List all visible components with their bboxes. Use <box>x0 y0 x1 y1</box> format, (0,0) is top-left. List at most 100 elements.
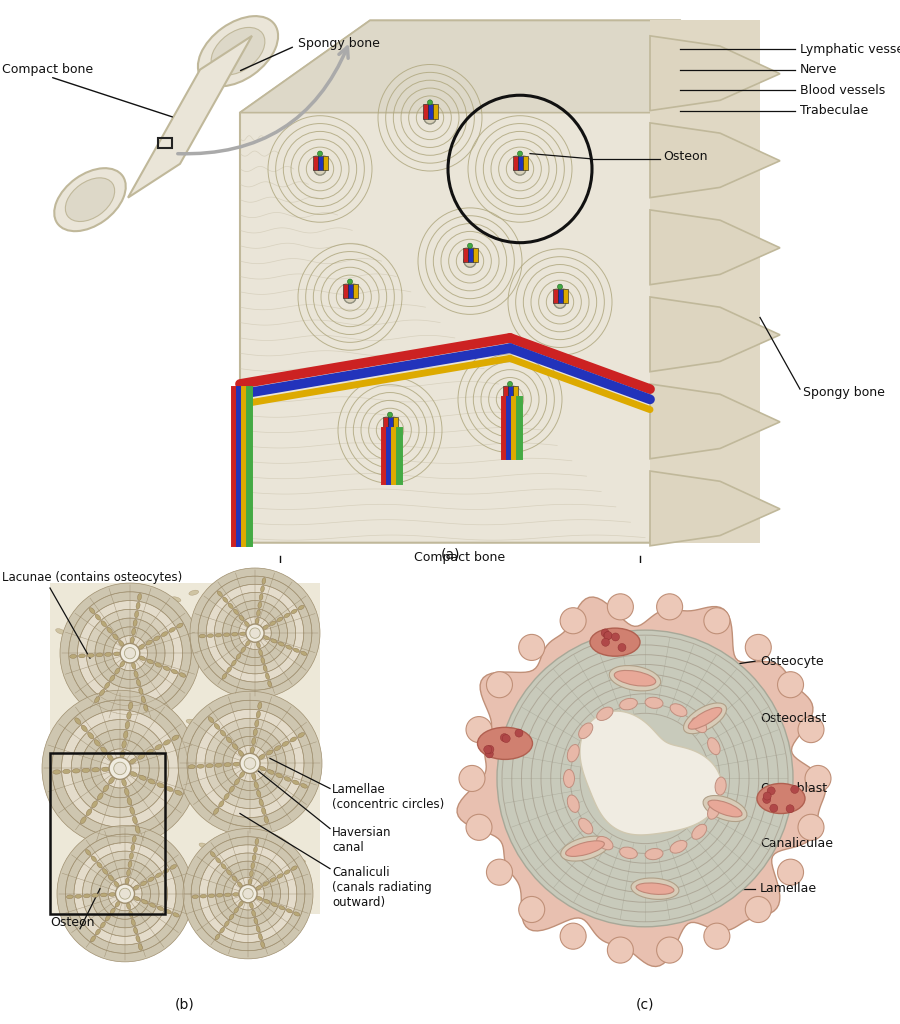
Ellipse shape <box>271 639 277 643</box>
Circle shape <box>778 859 804 885</box>
Ellipse shape <box>131 628 136 635</box>
Ellipse shape <box>137 679 140 686</box>
Circle shape <box>604 632 611 640</box>
Ellipse shape <box>109 893 116 896</box>
Ellipse shape <box>254 846 257 853</box>
Circle shape <box>487 859 512 885</box>
Ellipse shape <box>127 712 131 719</box>
Ellipse shape <box>125 788 130 799</box>
Circle shape <box>487 672 512 697</box>
Ellipse shape <box>262 808 266 815</box>
Circle shape <box>704 607 730 634</box>
Bar <box>158 138 172 148</box>
Bar <box>512 386 517 400</box>
Ellipse shape <box>254 918 257 925</box>
Bar <box>343 284 347 298</box>
Ellipse shape <box>215 763 222 767</box>
Ellipse shape <box>251 636 258 643</box>
Ellipse shape <box>109 777 114 783</box>
Ellipse shape <box>609 666 661 691</box>
Text: (c): (c) <box>635 998 654 1012</box>
Circle shape <box>466 814 492 841</box>
Bar <box>553 289 557 303</box>
Circle shape <box>240 754 260 773</box>
Ellipse shape <box>238 882 242 888</box>
Ellipse shape <box>233 762 240 766</box>
Ellipse shape <box>208 894 215 898</box>
Ellipse shape <box>757 783 805 813</box>
Polygon shape <box>457 597 825 967</box>
Ellipse shape <box>107 628 112 633</box>
Ellipse shape <box>141 900 148 904</box>
Ellipse shape <box>192 895 199 898</box>
Circle shape <box>66 835 184 953</box>
Ellipse shape <box>206 764 213 768</box>
Ellipse shape <box>75 718 81 724</box>
Ellipse shape <box>97 793 104 800</box>
Ellipse shape <box>54 168 126 231</box>
Ellipse shape <box>103 785 109 792</box>
Ellipse shape <box>127 869 130 877</box>
Ellipse shape <box>256 617 259 625</box>
Bar <box>428 104 433 119</box>
Ellipse shape <box>56 629 65 634</box>
Ellipse shape <box>213 808 219 814</box>
Ellipse shape <box>266 750 273 755</box>
Circle shape <box>124 647 136 658</box>
Circle shape <box>100 868 150 920</box>
Circle shape <box>83 851 167 936</box>
Ellipse shape <box>176 624 183 628</box>
Ellipse shape <box>239 632 246 636</box>
Text: Osteon: Osteon <box>663 151 707 163</box>
Circle shape <box>199 845 297 942</box>
Ellipse shape <box>113 882 119 887</box>
Ellipse shape <box>89 608 94 613</box>
Circle shape <box>60 583 200 723</box>
Circle shape <box>464 255 476 267</box>
Ellipse shape <box>101 893 107 897</box>
Ellipse shape <box>275 773 283 778</box>
Ellipse shape <box>134 671 138 678</box>
Ellipse shape <box>636 883 674 894</box>
Ellipse shape <box>304 786 314 791</box>
Ellipse shape <box>133 620 137 627</box>
Ellipse shape <box>284 596 294 601</box>
Text: Spongy bone: Spongy bone <box>298 37 380 49</box>
Ellipse shape <box>298 605 304 609</box>
Circle shape <box>244 758 256 769</box>
Ellipse shape <box>597 708 613 721</box>
Ellipse shape <box>139 775 146 780</box>
Ellipse shape <box>252 848 257 857</box>
Ellipse shape <box>163 666 170 671</box>
Ellipse shape <box>200 894 207 898</box>
Ellipse shape <box>119 640 124 646</box>
Polygon shape <box>650 210 780 285</box>
Ellipse shape <box>120 660 125 667</box>
Ellipse shape <box>238 751 244 757</box>
Ellipse shape <box>166 786 173 792</box>
Ellipse shape <box>295 859 305 864</box>
Circle shape <box>223 736 277 791</box>
Circle shape <box>81 729 159 808</box>
Polygon shape <box>650 36 780 111</box>
Ellipse shape <box>220 928 224 933</box>
Ellipse shape <box>692 718 706 732</box>
Ellipse shape <box>216 894 223 897</box>
Ellipse shape <box>703 796 747 821</box>
Ellipse shape <box>139 943 142 950</box>
Circle shape <box>230 608 279 657</box>
Ellipse shape <box>241 647 246 652</box>
Ellipse shape <box>176 869 184 877</box>
Ellipse shape <box>256 711 260 718</box>
Ellipse shape <box>132 816 137 824</box>
Ellipse shape <box>140 881 147 886</box>
Ellipse shape <box>128 656 138 662</box>
Ellipse shape <box>707 802 720 819</box>
Ellipse shape <box>171 670 178 674</box>
Ellipse shape <box>157 782 164 787</box>
Circle shape <box>243 889 253 899</box>
Circle shape <box>745 635 771 660</box>
Ellipse shape <box>147 659 154 664</box>
Ellipse shape <box>619 698 637 710</box>
Ellipse shape <box>110 675 115 681</box>
